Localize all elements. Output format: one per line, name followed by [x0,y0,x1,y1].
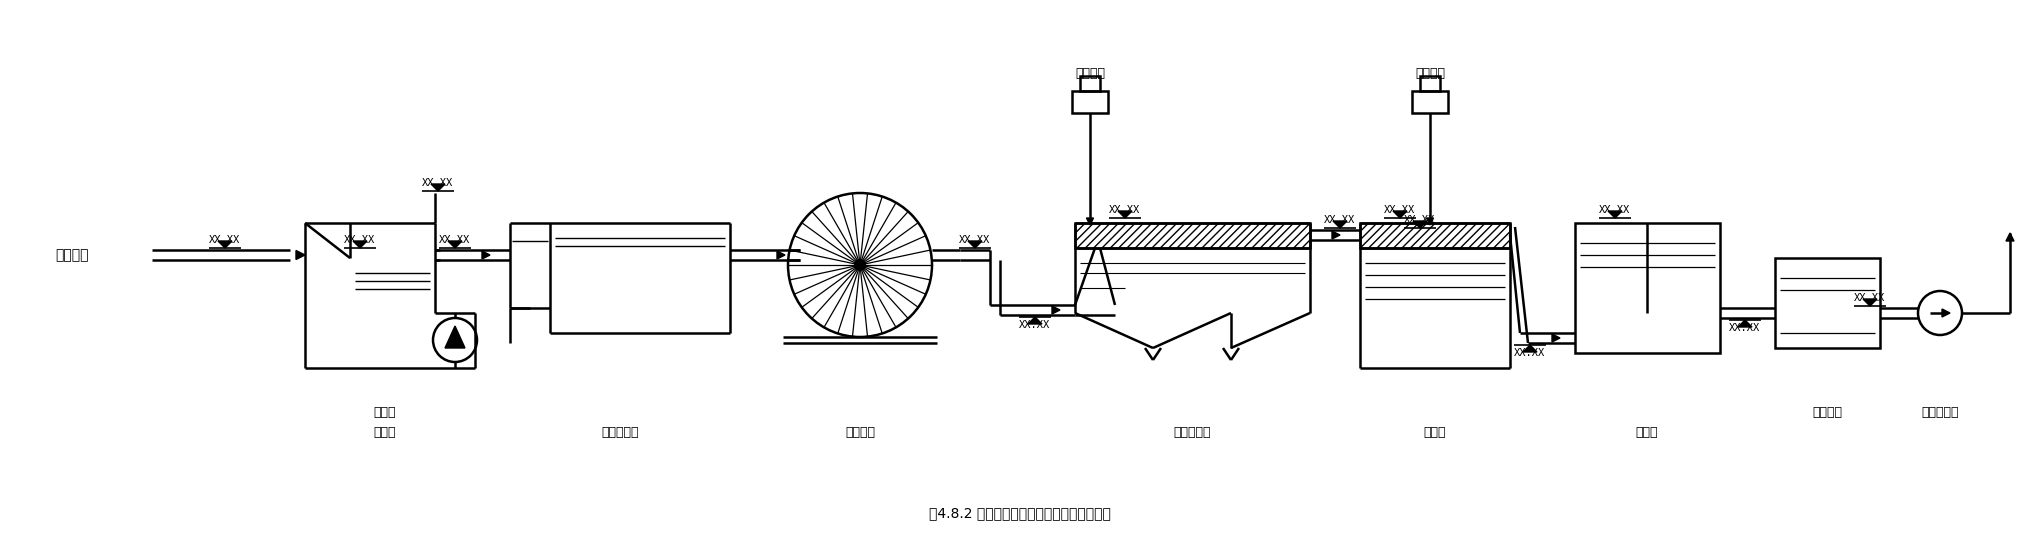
Circle shape [853,259,865,271]
Text: 生物转盘: 生物转盘 [845,426,876,439]
Text: XX.XX: XX.XX [1018,320,1051,330]
Text: XX.XX: XX.XX [1384,205,1416,215]
Bar [1359,223,1510,248]
Polygon shape [1523,345,1537,352]
Text: 过滤池: 过滤池 [1635,426,1657,439]
Text: XX.XX: XX.XX [1404,215,1435,225]
Polygon shape [1051,306,1059,314]
Text: XX.XX: XX.XX [210,235,241,245]
Text: 中水水池: 中水水池 [1812,407,1841,420]
Polygon shape [1029,317,1043,324]
Bar [1080,76,1100,91]
Polygon shape [967,241,982,248]
Polygon shape [449,241,461,248]
Polygon shape [1608,211,1623,218]
Text: XX.XX: XX.XX [1325,215,1355,225]
Text: XX.XX: XX.XX [1855,293,1886,303]
Text: XX.XX: XX.XX [1600,205,1631,215]
Polygon shape [1941,309,1949,317]
Polygon shape [1863,299,1878,306]
Text: 二次沉淀池: 二次沉淀池 [1174,426,1210,439]
Polygon shape [296,250,304,260]
Text: 图4.8.2 水净化处理工艺流程断面图画法示例: 图4.8.2 水净化处理工艺流程断面图画法示例 [929,506,1110,520]
Bar [1776,258,1880,348]
Text: 中水原水: 中水原水 [55,248,88,262]
Polygon shape [445,326,465,348]
Polygon shape [1333,231,1341,239]
Bar [1412,91,1447,113]
Bar [1576,223,1721,353]
Text: XX.XX: XX.XX [959,235,990,245]
Bar [1072,91,1108,113]
Polygon shape [482,251,490,259]
Text: 反应池: 反应池 [1425,426,1447,439]
Polygon shape [778,251,786,259]
Text: 初次沉淀池: 初次沉淀池 [602,426,639,439]
Text: 调节池: 调节池 [374,426,396,439]
Text: XX.XX: XX.XX [1514,348,1545,358]
Polygon shape [353,241,367,248]
Polygon shape [1118,211,1133,218]
Bar [1421,76,1441,91]
Polygon shape [431,184,445,191]
Polygon shape [1412,221,1427,228]
Polygon shape [1551,334,1559,342]
Text: 加药装置: 加药装置 [1076,66,1104,79]
Text: 带格栅: 带格栅 [374,407,396,420]
Text: XX.XX: XX.XX [422,178,453,188]
Polygon shape [2006,233,2014,241]
Polygon shape [1394,211,1406,218]
Text: 消毒装置: 消毒装置 [1414,66,1445,79]
Text: XX.XX: XX.XX [1110,205,1141,215]
Polygon shape [218,241,233,248]
Polygon shape [1333,221,1347,228]
Polygon shape [1739,320,1751,327]
Text: XX.XX: XX.XX [439,235,471,245]
Polygon shape [1086,218,1094,225]
Text: XX.XX: XX.XX [345,235,376,245]
Polygon shape [1427,218,1433,225]
Text: XX.XX: XX.XX [1729,323,1761,333]
Bar [1076,223,1310,248]
Text: 中水加压泵: 中水加压泵 [1921,407,1959,420]
